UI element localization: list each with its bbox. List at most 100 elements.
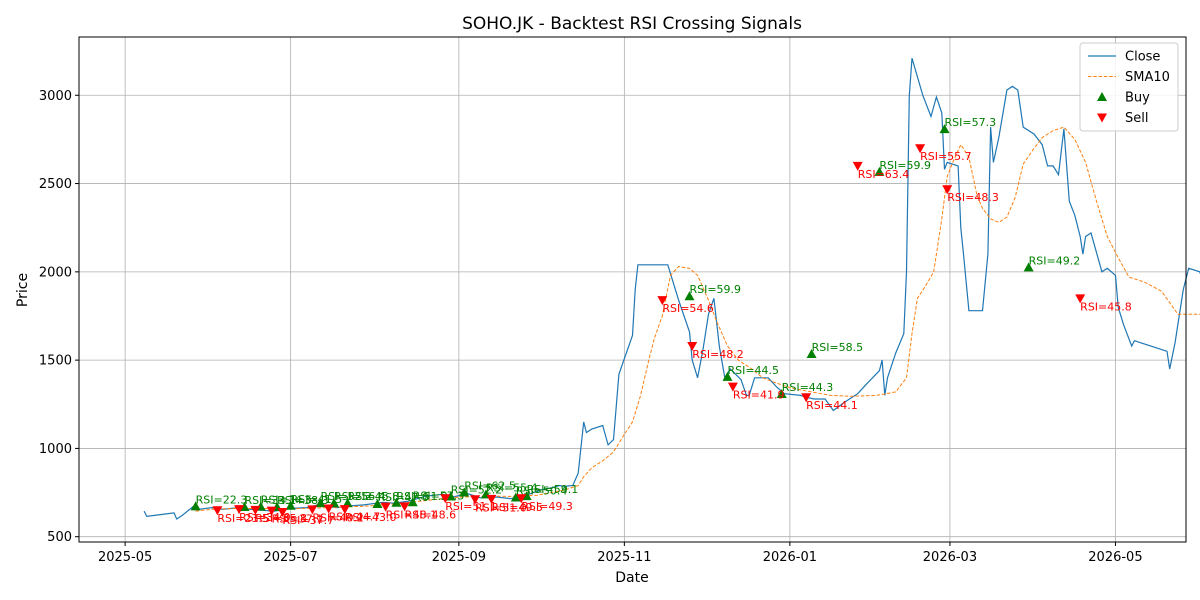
sell-annotation: RSI=48.3 [947,191,999,204]
sell-annotation: RSI=49.5 [491,501,543,514]
buy-annotation: RSI=33.1 [245,494,297,507]
sell-marker [307,505,318,515]
plot-frame [78,36,1187,543]
sell-annotation: RSI=48.1 [386,509,438,522]
y-tick-label: 1000 [39,442,72,457]
sell-annotation: RSI=35.8 [255,512,307,525]
sell-marker [399,502,410,512]
legend-label-close: Close [1125,50,1160,65]
sell-annotation: RSI=55.7 [920,150,972,163]
sell-marker [234,505,245,515]
buy-marker [391,497,402,507]
sell-annotation: RSI=48.6 [405,508,457,521]
sell-marker [516,494,527,504]
series-line-sma10 [195,126,1200,512]
x-tick-label: 2025-09 [432,550,486,565]
sell-annotation: RSI=44.1 [806,399,858,412]
sell-marker [339,505,350,515]
x-axis-title: Date [615,570,648,586]
sell-marker [852,161,863,171]
sell-marker [212,506,223,516]
sell-annotation: RSI=41.9 [733,389,785,402]
buy-annotation: RSI=55.4 [486,481,538,494]
sell-annotation: RSI=44.7 [329,510,381,523]
sell-marker [801,393,812,403]
x-tick-label: 2025-07 [263,550,317,565]
sell-annotation: RSI=37.1 [272,513,324,526]
y-tick-label: 2000 [39,265,72,280]
sell-marker [250,505,261,515]
buy-marker [939,124,950,134]
x-tick-label: 2026-03 [923,550,977,565]
buy-annotation: RSI=41.5 [291,493,343,506]
buy-annotation: RSI=44.3 [782,381,834,394]
buy-marker [722,371,733,381]
buy-marker [445,491,456,501]
buy-marker [510,492,521,502]
buy-marker [407,497,418,507]
sell-annotation: RSI=54.6 [662,302,714,315]
sell-marker [470,495,481,505]
sell-annotation: RSI=51.0 [475,501,527,514]
buy-marker [285,500,296,510]
buy-marker [684,291,695,301]
buy-marker [776,389,787,399]
buy-annotation: RSI=45.8 [348,490,400,503]
buy-marker [372,499,383,509]
legend-label-sma10: SMA10 [1125,70,1170,85]
series-line-close [143,58,1200,520]
legend-box [1079,42,1179,132]
sell-annotation: RSI=45.8 [1080,300,1132,313]
y-axis-title: Price [15,273,31,307]
buy-annotation: RSI=22.3 [196,493,248,506]
buy-annotation: RSI=49.2 [1029,254,1081,267]
buy-annotation: RSI=47.0 [377,491,429,504]
sell-marker [915,144,926,154]
sell-marker [687,342,698,352]
buy-marker [806,348,817,358]
sell-annotation: RSI=63.4 [858,168,910,181]
buy-annotation: RSI=58.5 [812,341,864,354]
sell-marker [440,494,451,504]
sell-annotation: RSI=51.1 [445,500,497,513]
sell-marker [1075,294,1086,304]
legend-sell-swatch [1097,113,1107,123]
buy-marker [1023,262,1034,272]
sell-marker [657,296,668,306]
buy-marker [190,501,201,511]
y-tick-label: 2500 [39,177,72,192]
buy-annotation: RSI=50.4 [516,485,568,498]
y-tick-label: 1500 [39,354,72,369]
legend: Close SMA10 Buy Sell [1079,42,1179,132]
sell-marker [486,494,497,504]
sell-annotation: RSI=40.2 [312,511,364,524]
legend-buy-swatch [1097,92,1107,101]
buy-marker [459,487,470,497]
x-tick-label: 2026-05 [1088,550,1142,565]
buy-annotation: RSI=59.9 [879,159,931,172]
sell-marker [942,185,953,195]
sell-marker [323,504,334,514]
buy-annotation: RSI=59.1 [527,483,579,496]
series-layer [143,58,1200,520]
buy-annotation: RSI=57.3 [945,116,997,129]
sell-annotation: RSI=48.2 [692,348,744,361]
y-tick-label: 3000 [39,89,72,104]
buy-annotation: RSI=51.2 [396,490,448,503]
sell-marker [380,502,391,512]
grid-layer [79,37,1186,542]
buy-marker [874,166,885,176]
buy-marker [315,498,326,508]
buy-annotation: RSI=59.9 [689,283,741,296]
sell-marker [266,506,277,516]
x-tick-label: 2025-11 [597,550,651,565]
y-tick-label: 500 [47,530,72,545]
legend-label-sell: Sell [1125,111,1148,126]
sell-marker [727,382,738,392]
tick-layer: 500 1000 1500 2000 2500 3000 2025-05 2025-07 202… [39,89,1143,565]
marker-layer: RSI=22.3RSI=33.1RSI=34.5RSI=38.3RSI=41.5… [190,116,1132,527]
x-tick-label: 2025-05 [98,550,152,565]
